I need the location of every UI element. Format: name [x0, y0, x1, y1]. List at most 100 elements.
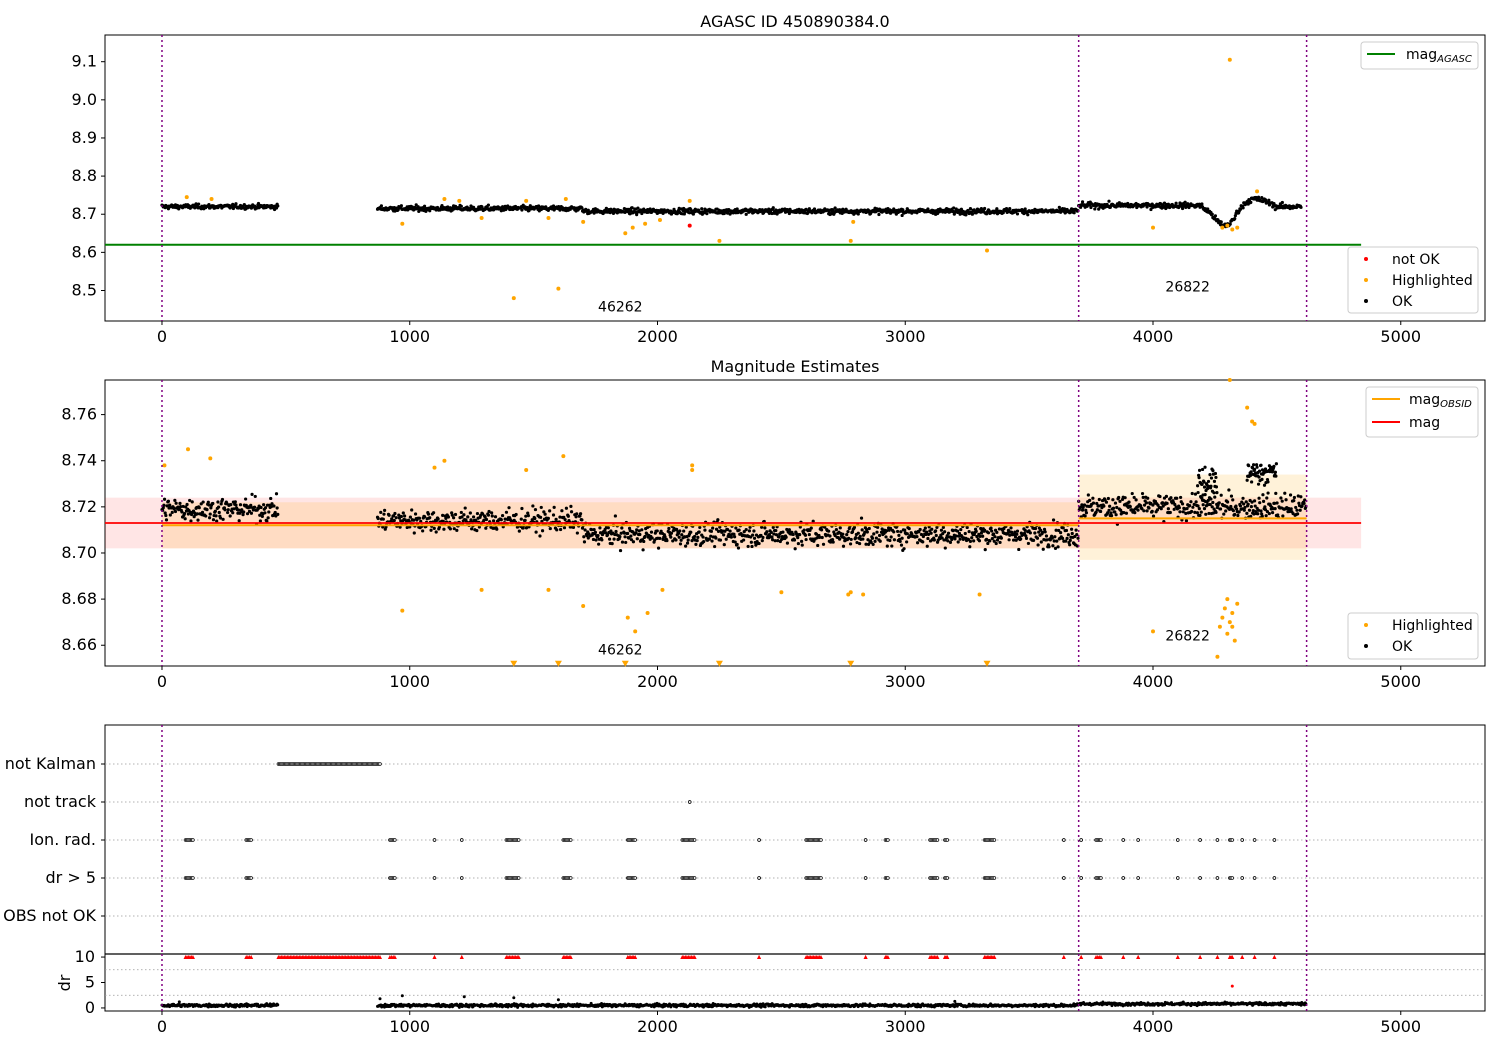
panel2-ok-point	[1299, 495, 1303, 499]
panel2-ok-point	[1168, 510, 1172, 515]
panel2-ok-point	[394, 516, 398, 520]
panel2-ok-point	[1252, 467, 1257, 472]
panel1-highlighted-point	[563, 196, 568, 201]
panel2-ok-point	[939, 528, 944, 532]
panel2-ok-point	[925, 544, 929, 548]
flag-event-marker	[1099, 838, 1103, 842]
panel2-ok-point	[885, 544, 889, 548]
flag-event-marker	[757, 876, 761, 880]
panel2-ok-point	[1033, 526, 1038, 531]
panel2-ok-point	[462, 513, 466, 517]
panel2-ok-point	[484, 517, 489, 522]
panel2-ok-point	[859, 516, 864, 520]
panel2-x-tick-label: 1000	[389, 672, 430, 691]
panel2-ok-point	[718, 538, 723, 542]
panel2-ok-point	[211, 501, 215, 506]
panel2-ok-point	[1097, 497, 1101, 502]
panel2-ok-point	[669, 531, 674, 535]
panel2-ok-point	[785, 541, 790, 545]
panel2-ok-point	[1266, 480, 1270, 484]
panel2-ok-point	[1191, 505, 1195, 509]
panel2-ok-point	[1292, 498, 1296, 503]
panel1-highlighted-point	[687, 198, 692, 203]
panel1-ok-point	[1213, 214, 1218, 218]
panel2-ok-point	[1083, 514, 1087, 518]
panel2-ok-point	[1075, 533, 1079, 537]
flag-label: Ion. rad.	[30, 830, 96, 849]
panel2-ok-point	[1246, 502, 1250, 506]
panel2-ok-point	[777, 535, 781, 539]
panel2-ok-point	[399, 514, 403, 519]
flag-event-marker	[517, 876, 521, 880]
flag-event-marker	[757, 838, 761, 842]
panel2-ok-point	[1249, 470, 1253, 474]
panel2-ok-point	[410, 508, 414, 512]
panel2-ok-point	[918, 527, 922, 532]
panel2-ok-point	[878, 539, 882, 543]
panel2-ok-point	[1292, 495, 1297, 500]
panel2-ok-point	[1060, 536, 1065, 541]
panel2-ok-point	[1215, 491, 1219, 495]
panel2-ok-point	[841, 532, 845, 536]
panel2-ok-point	[183, 517, 187, 521]
panel1-highlighted-point	[643, 221, 648, 226]
panel1-ok-point	[1233, 217, 1237, 221]
panel2-ok-point	[1296, 512, 1300, 516]
panel1-ok-point	[1210, 212, 1214, 216]
panel2-ok-point	[1007, 538, 1011, 542]
panel2-ok-point	[1199, 510, 1203, 514]
flag-event-marker	[393, 838, 397, 842]
panel2-ok-point	[1234, 504, 1238, 508]
panel2-ok-point	[274, 492, 279, 496]
panel2-ok-point	[1213, 471, 1218, 476]
legend-label-ok: OK	[1392, 639, 1413, 655]
panel2-ok-point	[995, 530, 999, 534]
panel2-ok-point	[562, 526, 567, 530]
panel2-ok-point	[475, 528, 479, 533]
panel2-ok-point	[1255, 465, 1259, 469]
panel1-highlighted-point	[985, 248, 990, 253]
panel1-highlighted-point	[1151, 225, 1156, 230]
panel2-ok-point	[1142, 509, 1146, 513]
panel1-ok-point	[691, 212, 695, 216]
panel2-ok-point	[834, 528, 839, 532]
flag-event-marker	[1252, 838, 1257, 842]
panel1-y-tick-label: 8.7	[72, 204, 97, 223]
panel2-ok-point	[178, 501, 182, 505]
panel2-ok-point	[796, 541, 800, 546]
panel2-ok-point	[934, 529, 938, 533]
panel2-ok-point	[915, 541, 920, 545]
panel2-highlighted-point	[1151, 629, 1156, 634]
chart-title-2: Magnitude Estimates	[711, 357, 880, 376]
panel2-ok-point	[900, 536, 904, 540]
panel2-ok-point	[968, 539, 973, 543]
panel2-ok-point	[986, 531, 991, 535]
panel2-ok-point	[592, 527, 596, 532]
panel2-ok-point	[890, 544, 894, 548]
panel2-ok-point	[1051, 518, 1056, 522]
panel2-ok-point	[1257, 469, 1262, 473]
panel2-ok-point	[994, 541, 998, 546]
panel2-ok-point	[1263, 505, 1267, 509]
panel2-ok-point	[784, 535, 788, 539]
panel2-ok-point	[548, 509, 552, 513]
panel2-ok-point	[1158, 494, 1162, 499]
panel2-ok-point	[540, 529, 545, 533]
panel2-ok-point	[828, 534, 832, 538]
panel2-ok-point	[735, 542, 739, 547]
panel2-ok-point	[412, 531, 416, 535]
panel2-ok-point	[820, 535, 824, 540]
panel1-ok-point	[983, 206, 987, 211]
panel2-ok-point	[638, 532, 642, 537]
panel2-ok-point	[930, 527, 934, 531]
panel2-ok-point	[993, 535, 997, 539]
panel2-ok-point	[448, 527, 452, 531]
panel2-ok-point	[1091, 496, 1095, 500]
flag-event-marker	[1272, 838, 1277, 842]
panel1-ok-point	[1200, 202, 1204, 206]
panel2-highlighted-point	[1245, 405, 1250, 410]
panel2-ok-point	[417, 516, 422, 520]
flag-event-marker	[460, 876, 464, 880]
panel2-highlighted-point	[185, 447, 190, 452]
panel2-ok-point	[1197, 507, 1201, 511]
